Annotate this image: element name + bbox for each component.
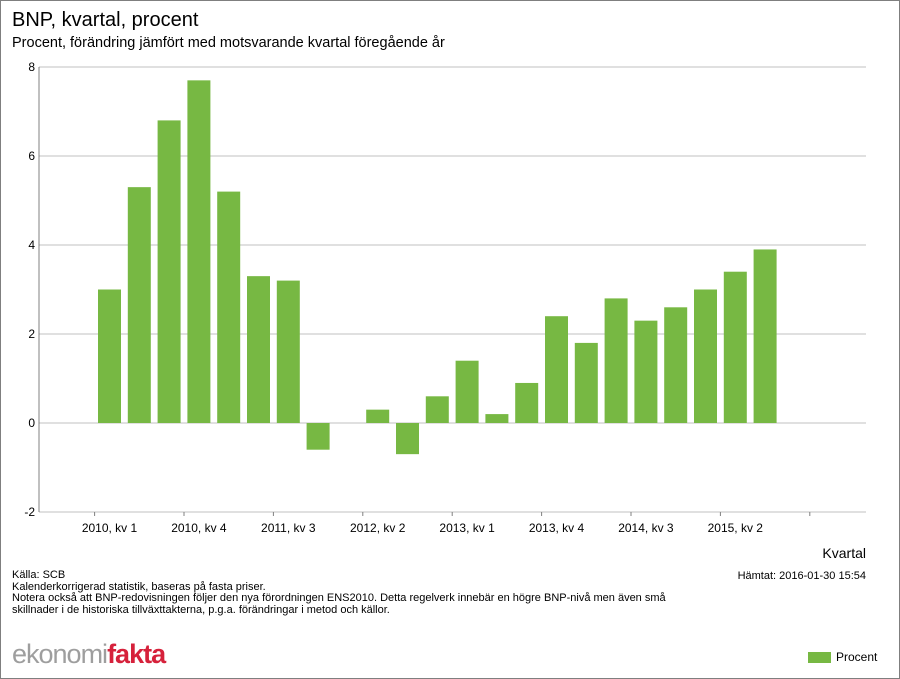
- y-tick-label: 6: [28, 149, 35, 163]
- bar: [276, 280, 300, 423]
- bar: [574, 342, 598, 423]
- y-tick-label: 4: [28, 238, 35, 252]
- bar: [127, 187, 151, 423]
- fetched-timestamp: Hämtat: 2016-01-30 15:54: [737, 570, 866, 582]
- y-tick-label: 0: [28, 416, 35, 430]
- note-line: Notera också att BNP-redovisningen följe…: [12, 592, 666, 604]
- bar: [664, 307, 688, 423]
- bar: [247, 276, 270, 423]
- y-tick-label: 8: [28, 60, 35, 74]
- bar: [515, 382, 539, 423]
- legend: Procent: [808, 650, 877, 664]
- logo-part-fakta: fakta: [107, 639, 166, 669]
- bar: [425, 396, 449, 423]
- bar: [545, 316, 568, 423]
- bar: [753, 249, 777, 423]
- legend-swatch: [808, 651, 831, 663]
- x-axis-title: Kvartal: [822, 545, 866, 561]
- chart-title: BNP, kvartal, procent: [12, 9, 199, 31]
- bar: [455, 360, 479, 423]
- x-tick-label: 2010, kv 4: [171, 521, 227, 535]
- x-tick-label: 2013, kv 1: [439, 521, 495, 535]
- x-tick-label: 2010, kv 1: [82, 521, 138, 535]
- source-notes: Källa: SCB Kalenderkorrigerad statistik,…: [12, 569, 692, 616]
- bar: [396, 423, 419, 455]
- chart-subtitle: Procent, förändring jämfört med motsvara…: [12, 35, 445, 51]
- bar: [157, 120, 181, 424]
- bar: [187, 80, 211, 423]
- bar: [485, 414, 509, 423]
- x-tick-label: 2011, kv 3: [261, 521, 316, 535]
- bar: [694, 289, 717, 423]
- x-tick-label: 2013, kv 4: [529, 521, 585, 535]
- note-line: Kalenderkorrigerad statistik, baseras på…: [12, 580, 266, 593]
- y-tick-label: -2: [24, 505, 35, 519]
- bar: [604, 298, 628, 423]
- bar: [98, 289, 121, 423]
- bar: [217, 191, 241, 423]
- x-tick-label: 2012, kv 2: [350, 521, 406, 535]
- x-tick-label: 2015, kv 2: [708, 521, 764, 535]
- ekonomifakta-logo: ekonomifakta: [12, 639, 166, 669]
- legend-label: Procent: [836, 650, 878, 664]
- bar: [723, 271, 747, 423]
- bar: [634, 320, 658, 423]
- bar: [306, 423, 330, 450]
- source-text: Källa: SCB: [12, 569, 66, 581]
- logo-part-ekonomi: ekonomi: [12, 639, 108, 669]
- note-line: skillnader i de historiska tillväxttakte…: [12, 603, 390, 616]
- x-tick-label: 2014, kv 3: [618, 521, 674, 535]
- y-tick-label: 2: [28, 327, 35, 341]
- bar: [366, 409, 390, 423]
